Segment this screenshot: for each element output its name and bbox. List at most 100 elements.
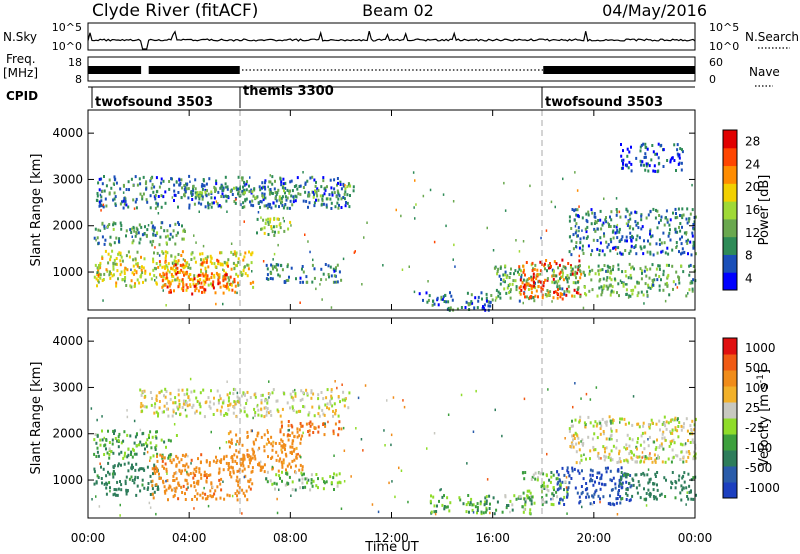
data-point xyxy=(676,417,679,421)
data-point xyxy=(171,414,174,418)
data-point xyxy=(304,233,306,236)
data-point xyxy=(271,467,274,471)
data-point xyxy=(94,263,97,267)
data-point xyxy=(201,290,203,294)
data-point xyxy=(185,270,188,274)
data-point xyxy=(161,455,163,459)
data-point xyxy=(291,431,294,435)
data-point xyxy=(315,287,317,291)
data-point xyxy=(686,207,689,211)
data-point xyxy=(182,281,185,285)
data-point xyxy=(137,468,140,472)
data-point xyxy=(277,410,280,414)
data-point xyxy=(550,264,552,268)
data-point xyxy=(540,485,543,489)
data-point xyxy=(105,438,108,442)
data-point xyxy=(254,457,257,461)
data-point xyxy=(344,187,347,191)
data-point xyxy=(93,467,96,471)
data-point xyxy=(582,270,585,274)
data-point xyxy=(195,481,198,485)
data-point xyxy=(158,472,160,476)
data-point xyxy=(300,424,303,428)
data-point xyxy=(634,210,637,214)
data-point xyxy=(197,195,200,199)
data-point xyxy=(476,509,479,512)
data-point xyxy=(110,186,113,190)
freq-band-segment xyxy=(148,66,240,74)
data-point xyxy=(243,183,246,187)
data-point xyxy=(680,264,683,268)
data-point xyxy=(574,171,576,174)
data-point xyxy=(635,445,638,449)
data-point xyxy=(625,207,628,211)
y-tick-label: 4000 xyxy=(52,334,83,348)
data-point xyxy=(499,282,502,286)
data-point xyxy=(341,398,344,402)
data-point xyxy=(300,471,303,475)
data-point xyxy=(501,434,503,438)
data-point xyxy=(579,295,582,299)
data-point xyxy=(260,227,262,231)
data-point xyxy=(521,471,524,475)
data-point xyxy=(95,441,98,445)
data-point xyxy=(623,446,625,449)
data-point xyxy=(245,182,248,186)
data-point xyxy=(223,413,226,417)
data-point xyxy=(161,285,164,289)
data-point xyxy=(578,259,581,263)
data-point xyxy=(308,433,311,437)
data-point xyxy=(124,200,127,203)
data-point xyxy=(647,468,650,471)
data-point xyxy=(285,471,288,475)
data-point xyxy=(237,491,240,495)
data-point xyxy=(471,503,474,507)
data-point xyxy=(265,263,268,267)
data-point xyxy=(157,412,160,416)
data-point xyxy=(200,453,203,457)
data-point xyxy=(618,484,620,488)
data-point xyxy=(168,284,171,288)
data-point xyxy=(533,284,536,288)
data-point xyxy=(689,263,692,267)
data-point xyxy=(596,422,599,426)
data-point xyxy=(227,432,230,436)
data-point xyxy=(157,487,160,491)
data-point xyxy=(602,445,605,449)
data-point xyxy=(180,178,183,182)
data-point xyxy=(231,466,234,470)
data-point xyxy=(119,272,122,276)
data-point xyxy=(230,250,233,254)
velocity-colorbar-swatch xyxy=(723,418,737,435)
data-point xyxy=(540,286,543,290)
data-point xyxy=(252,280,255,284)
data-point xyxy=(169,439,172,443)
data-point xyxy=(546,277,549,281)
data-point xyxy=(330,274,333,278)
data-point xyxy=(271,448,274,452)
data-point xyxy=(629,498,632,502)
data-point xyxy=(96,446,99,450)
data-point xyxy=(476,306,479,310)
data-point xyxy=(653,453,656,457)
data-point xyxy=(646,147,649,151)
data-point xyxy=(568,215,571,219)
data-point xyxy=(181,224,183,228)
data-point xyxy=(561,498,564,502)
data-point xyxy=(694,452,697,456)
data-point xyxy=(683,422,685,426)
data-point xyxy=(134,200,137,204)
data-point xyxy=(316,187,319,191)
data-point xyxy=(641,271,643,275)
data-point xyxy=(150,176,153,180)
data-point xyxy=(618,479,621,482)
data-point xyxy=(571,466,574,470)
data-point xyxy=(621,497,624,500)
data-point xyxy=(690,253,693,257)
data-point xyxy=(508,282,511,286)
data-point xyxy=(628,437,631,441)
data-point xyxy=(660,215,663,219)
data-point xyxy=(301,434,304,438)
data-point xyxy=(102,203,105,207)
data-point xyxy=(692,265,695,268)
